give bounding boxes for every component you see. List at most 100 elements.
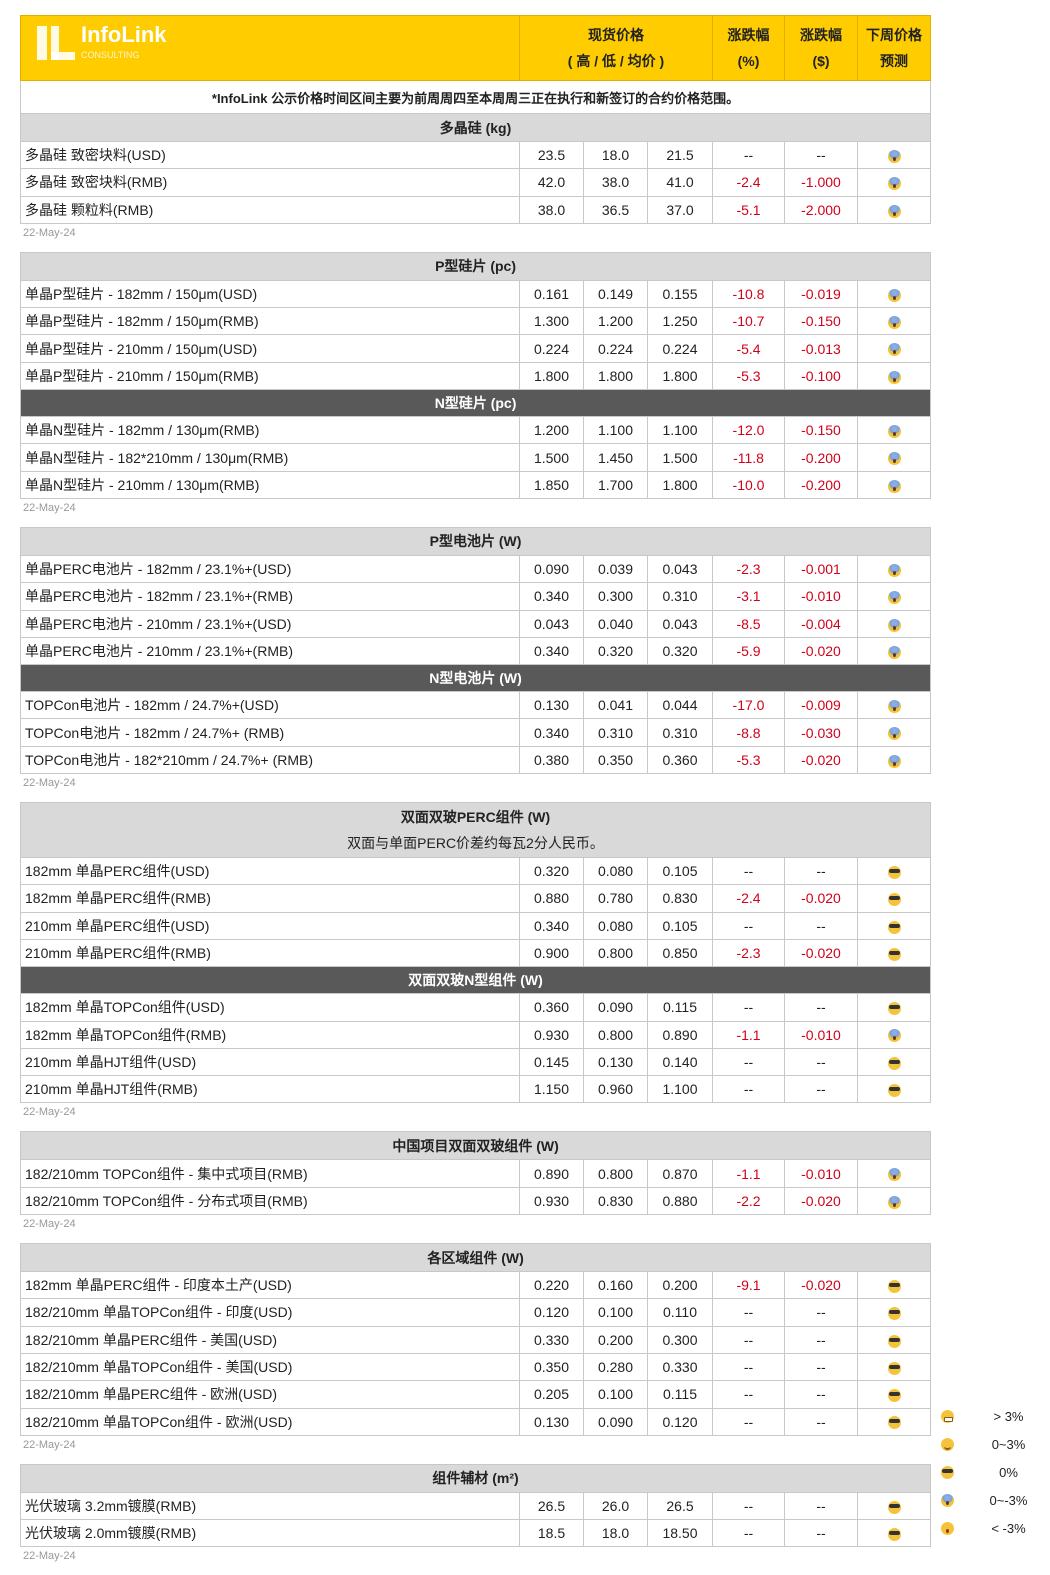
forecast-cell	[856, 470, 932, 499]
price-high: 26.5	[519, 1491, 584, 1521]
scream-face-icon	[887, 425, 901, 439]
price-avg: 0.850	[647, 938, 713, 968]
change-pct: -11.8	[712, 443, 785, 472]
section-title-cell: 多晶硅 (kg)	[20, 113, 931, 142]
product-name: 182/210mm 单晶TOPCon组件 - 欧洲(USD)	[20, 1407, 520, 1436]
section-header: P型电池片 (W)	[19, 526, 932, 556]
table-row: 单晶PERC电池片 - 182mm / 23.1%+(RMB) 0.340 0.30…	[20, 582, 932, 611]
section-header: N型硅片 (pc)	[19, 389, 932, 418]
price-high: 0.161	[519, 279, 584, 309]
change-usd: -0.019	[784, 279, 858, 309]
scream-face-icon	[887, 479, 901, 493]
change-usd: --	[784, 1047, 858, 1077]
price-high: 0.090	[519, 554, 584, 584]
price-low: 0.100	[583, 1298, 648, 1327]
price-high: 1.500	[519, 443, 584, 472]
legend-label: 0~-3%	[989, 1492, 1028, 1508]
header-label: 下周价格	[866, 27, 922, 43]
section-header: 各区域组件 (W)	[19, 1243, 932, 1273]
price-avg: 0.300	[647, 1325, 713, 1354]
price-high: 0.930	[519, 1186, 584, 1216]
forecast-cell	[856, 1491, 932, 1521]
grin-face-icon	[941, 1409, 954, 1423]
logo-subtext: CONSULTING	[81, 50, 140, 60]
forecast-cell	[856, 1271, 932, 1300]
price-avg: 0.830	[647, 884, 713, 913]
product-name: 光伏玻璃 3.2mm镀膜(RMB)	[20, 1491, 520, 1521]
change-usd: -0.010	[784, 1159, 858, 1188]
change-pct: --	[712, 1047, 785, 1077]
legend-label: < -3%	[991, 1520, 1026, 1536]
price-avg: 0.224	[647, 334, 713, 363]
cool-face-icon	[887, 1389, 901, 1403]
table-row: 单晶PERC电池片 - 210mm / 23.1%+(USD) 0.043 0.04…	[20, 609, 932, 638]
price-low: 1.800	[583, 361, 648, 391]
change-pct: --	[712, 857, 785, 886]
table-row: 182/210mm 单晶TOPCon组件 - 印度(USD) 0.120 0.100…	[20, 1298, 932, 1327]
legend-item: 0~-3%	[940, 1486, 1045, 1514]
product-name: 182/210mm TOPCon组件 - 分布式项目(RMB)	[20, 1186, 520, 1216]
forecast-cell	[856, 416, 932, 445]
change-usd: -0.013	[784, 334, 858, 363]
legend-label: 0%	[999, 1464, 1018, 1480]
price-low: 38.0	[583, 168, 648, 197]
forecast-cell	[856, 745, 932, 775]
forecast-cell	[856, 1380, 932, 1409]
price-low: 0.090	[583, 993, 648, 1022]
cool-face-icon	[941, 1465, 954, 1479]
forecast-cell	[856, 718, 932, 747]
change-pct: --	[712, 911, 785, 940]
table-row: TOPCon电池片 - 182mm / 24.7%+(USD) 0.130 0.04…	[20, 691, 932, 720]
price-table: 组件辅材 (m²) 光伏玻璃 3.2mm镀膜(RMB) 26.5 26.0 26.5 --…	[19, 1463, 932, 1548]
change-usd: -0.020	[784, 745, 858, 775]
forecast-cell	[856, 1325, 932, 1354]
price-avg: 0.140	[647, 1047, 713, 1077]
table-row: 单晶P型硅片 - 210mm / 150μm(USD) 0.224 0.224 0.2…	[20, 334, 932, 363]
change-usd: -0.200	[784, 470, 858, 499]
price-low: 18.0	[583, 140, 648, 170]
product-name: TOPCon电池片 - 182*210mm / 24.7%+ (RMB)	[20, 745, 520, 775]
legend-item: 0~3%	[940, 1430, 1045, 1458]
scream-face-icon	[887, 288, 901, 302]
logo-mark-icon	[37, 26, 47, 60]
product-name: 单晶N型硅片 - 182mm / 130μm(RMB)	[20, 416, 520, 445]
table-row: 单晶N型硅片 - 210mm / 130μm(RMB) 1.850 1.700 1.8…	[20, 470, 932, 499]
forecast-cell	[856, 1159, 932, 1188]
table-row: 多晶硅 颗粒料(RMB) 38.0 36.5 37.0 -5.1 -2.000	[20, 195, 931, 224]
table-row: 182/210mm 单晶TOPCon组件 - 欧洲(USD) 0.130 0.090…	[20, 1407, 932, 1436]
date-label: 22-May-24	[23, 1550, 76, 1563]
price-low: 0.800	[583, 1020, 648, 1049]
product-name: 多晶硅 颗粒料(RMB)	[20, 195, 520, 224]
product-name: 单晶P型硅片 - 210mm / 150μm(USD)	[20, 334, 520, 363]
change-pct: -9.1	[712, 1271, 785, 1300]
forecast-cell	[856, 1407, 932, 1436]
scream-face-icon	[887, 1168, 901, 1182]
table-row: 182/210mm 单晶TOPCon组件 - 美国(USD) 0.350 0.280…	[20, 1352, 932, 1382]
change-pct: --	[712, 1325, 785, 1354]
change-pct: -5.4	[712, 334, 785, 363]
forecast-cell	[856, 609, 932, 638]
section-title-cell: N型硅片 (pc)	[19, 389, 932, 418]
header-label: 涨跌幅	[800, 27, 842, 43]
price-avg: 0.890	[647, 1020, 713, 1049]
forecast-cell	[856, 554, 932, 584]
date-label: 22-May-24	[23, 226, 76, 239]
table-row: 光伏玻璃 3.2mm镀膜(RMB) 26.5 26.0 26.5 -- --	[20, 1491, 932, 1521]
table-row: 182mm 单晶PERC组件(USD) 0.320 0.080 0.105 -- --	[20, 857, 931, 886]
price-table: P型电池片 (W) 单晶PERC电池片 - 182mm / 23.1%+(USD)…	[19, 526, 932, 775]
forecast-cell	[856, 1298, 932, 1327]
table-row: 182mm 单晶PERC组件 - 印度本土产(USD) 0.220 0.160 0.2…	[20, 1271, 932, 1300]
section-header: 组件辅材 (m²)	[19, 1463, 932, 1493]
section-header: N型电池片 (W)	[19, 664, 932, 693]
price-low: 0.780	[583, 884, 648, 913]
change-pct: --	[712, 1407, 785, 1436]
scream-face-icon	[887, 1029, 901, 1043]
price-low: 0.320	[583, 636, 648, 666]
price-avg: 0.120	[647, 1407, 713, 1436]
cool-face-icon	[887, 1361, 901, 1375]
price-avg: 1.100	[647, 1075, 713, 1104]
change-pct: -17.0	[712, 691, 785, 720]
change-usd: -0.010	[784, 1020, 858, 1049]
price-low: 0.310	[583, 718, 648, 747]
section-title-cell: 双面双玻PERC组件 (W) 双面与单面PERC价差约每瓦2分人民币。	[20, 802, 931, 859]
